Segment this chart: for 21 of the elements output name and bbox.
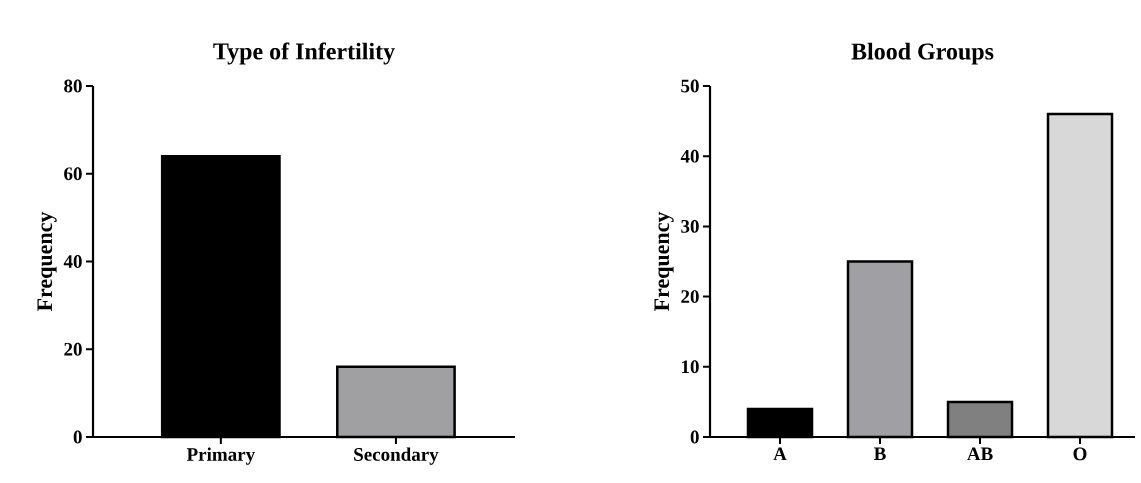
x-tick-label: AB	[967, 447, 993, 461]
y-tick-label: 60	[64, 167, 82, 181]
chart-title: Blood Groups	[851, 42, 994, 65]
x-tick-label: A	[773, 447, 787, 461]
y-tick-label: 80	[64, 79, 82, 93]
x-tick-label: Primary	[186, 447, 255, 465]
x-tick-label: O	[1073, 447, 1087, 461]
y-tick-label: 20	[681, 290, 699, 303]
y-tick-label: 10	[682, 360, 699, 374]
y-tick-label: 0	[73, 430, 82, 444]
chart-title: Type of Infertility	[213, 42, 395, 65]
y-tick-label: 0	[690, 430, 699, 444]
y-axis-title: Frequency	[37, 211, 57, 312]
y-tick-label: 30	[681, 219, 699, 233]
y-axis-title: Frequency	[654, 211, 674, 312]
y-tick-label: 50	[681, 79, 699, 93]
y-tick-label: 40	[680, 149, 699, 163]
y-tick-label: 40	[63, 255, 82, 268]
x-tick-label: Secondary	[354, 447, 439, 465]
x-tick-label: B	[873, 447, 886, 461]
y-tick-label: 20	[64, 342, 82, 356]
